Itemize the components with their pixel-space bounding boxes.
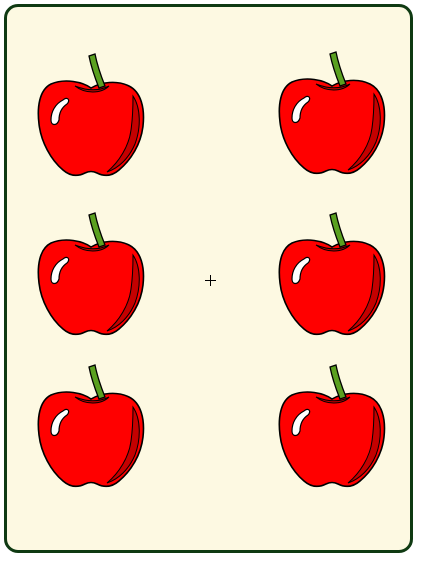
apple-graphic (37, 212, 145, 336)
apple-icon[interactable] (276, 361, 388, 493)
apple-graphic (37, 364, 145, 488)
apple-icon[interactable] (276, 48, 388, 180)
apple-graphic (37, 53, 145, 177)
apple-icon[interactable] (35, 361, 147, 493)
apple-icon[interactable] (35, 209, 147, 341)
apple-graphic (278, 364, 386, 488)
apple-graphic (278, 212, 386, 336)
apple-icon[interactable] (276, 209, 388, 341)
apple-graphic (278, 51, 386, 175)
crosshair-icon (205, 275, 216, 286)
apple-icon[interactable] (35, 50, 147, 182)
